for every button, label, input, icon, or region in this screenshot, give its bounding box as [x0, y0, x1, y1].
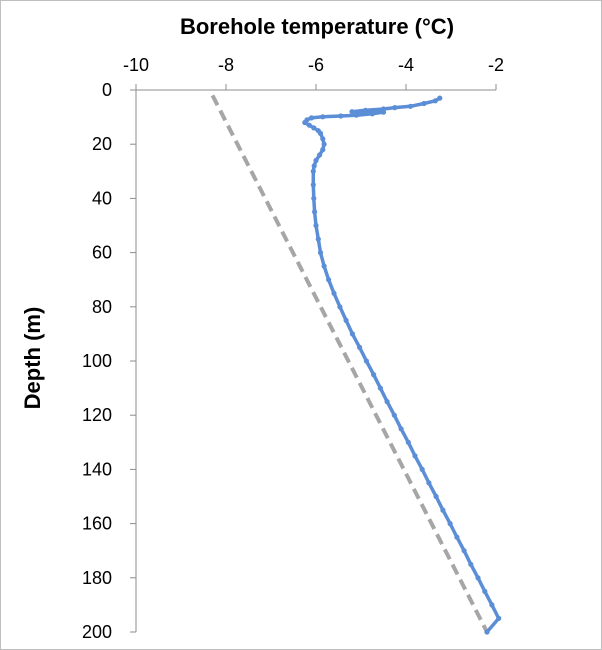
- data-point: [489, 602, 495, 608]
- reference-dashed-line: [210, 94, 489, 633]
- data-point: [349, 331, 355, 337]
- data-point: [326, 277, 332, 283]
- x-axis-title: Borehole temperature (°C): [180, 14, 454, 39]
- data-point: [421, 100, 427, 107]
- data-point: [349, 109, 355, 115]
- x-tick-label: -8: [218, 55, 234, 75]
- y-tick-label: 80: [92, 297, 112, 317]
- data-point: [437, 95, 443, 101]
- series-group: [210, 94, 502, 635]
- data-point: [391, 412, 397, 418]
- data-point: [337, 304, 343, 310]
- data-point: [363, 358, 369, 364]
- data-point: [440, 507, 446, 513]
- data-point: [317, 130, 324, 136]
- data-point: [320, 114, 326, 120]
- y-tick-label: 160: [82, 514, 112, 534]
- data-point: [311, 195, 317, 201]
- data-point: [313, 157, 319, 164]
- data-point: [398, 426, 404, 432]
- y-tick-label: 120: [82, 405, 112, 425]
- data-point: [312, 209, 318, 215]
- y-tick-label: 60: [92, 243, 112, 263]
- data-point: [311, 163, 317, 169]
- data-point: [419, 466, 425, 472]
- data-point: [317, 152, 323, 158]
- data-point: [384, 399, 390, 405]
- data-point: [313, 222, 319, 229]
- x-tick-label: -2: [488, 55, 504, 75]
- data-point: [482, 588, 488, 595]
- y-tick-label: 100: [82, 351, 112, 371]
- data-point: [310, 182, 316, 188]
- x-tick-label: -6: [308, 55, 324, 75]
- data-point: [461, 548, 467, 554]
- data-point: [392, 105, 398, 111]
- data-point: [432, 98, 438, 104]
- y-tick-label: 140: [82, 459, 112, 479]
- data-point: [317, 250, 324, 256]
- y-tick-label: 20: [92, 134, 112, 154]
- data-point: [320, 136, 326, 142]
- data-point: [475, 575, 481, 581]
- data-point: [371, 372, 377, 378]
- data-point: [412, 453, 418, 459]
- y-tick-label: 0: [102, 80, 112, 100]
- data-point: [447, 521, 453, 527]
- data-point: [321, 141, 327, 147]
- data-point: [377, 385, 383, 391]
- y-tick-label: 180: [82, 568, 112, 588]
- data-point: [433, 493, 439, 500]
- temperature-profile-line: [303, 96, 501, 634]
- data-point: [484, 629, 490, 635]
- data-point: [308, 115, 315, 121]
- data-point: [343, 317, 349, 323]
- data-point: [321, 263, 327, 269]
- data-point: [468, 561, 474, 567]
- y-tick-label: 200: [82, 622, 112, 642]
- data-point: [320, 147, 326, 153]
- x-tick-label: -4: [398, 55, 414, 75]
- data-point: [353, 112, 360, 118]
- data-point: [302, 119, 308, 126]
- data-point: [380, 109, 387, 115]
- data-point: [369, 111, 375, 117]
- data-point: [454, 534, 460, 540]
- data-point: [405, 439, 411, 445]
- data-point: [311, 125, 317, 131]
- data-point: [338, 113, 344, 119]
- data-point: [357, 344, 363, 350]
- y-tick-label: 40: [92, 188, 112, 208]
- data-point: [310, 168, 316, 174]
- data-point: [306, 122, 312, 128]
- data-point: [315, 236, 321, 242]
- x-tick-label: -10: [123, 55, 149, 75]
- data-point: [407, 103, 414, 109]
- data-point: [426, 480, 432, 486]
- data-point: [331, 290, 337, 296]
- y-axis-title: Depth (m): [20, 307, 45, 410]
- data-point: [496, 615, 502, 622]
- axes-group: -10 -8 -6 -4 -2 0 20 40 60 80 100 120 140 160 180 200: [82, 55, 504, 642]
- data-point: [362, 107, 369, 113]
